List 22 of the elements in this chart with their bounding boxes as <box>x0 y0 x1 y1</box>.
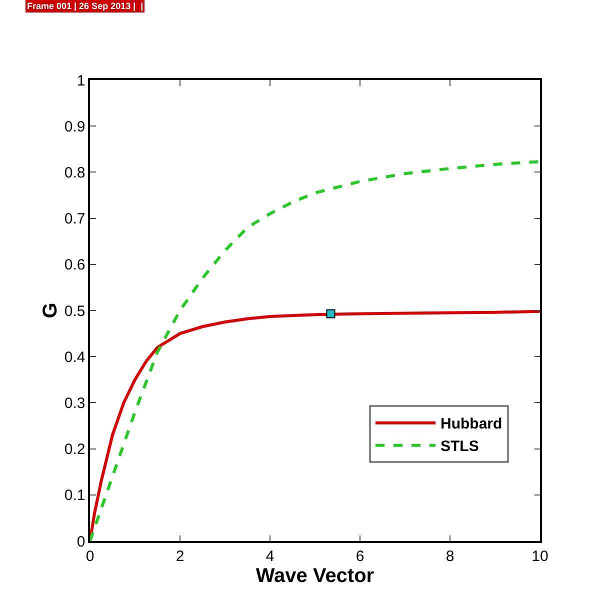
y-tick-label: 0.8 <box>64 164 86 182</box>
legend-label: Hubbard <box>440 416 502 433</box>
text: Frame 001 | 26 Sep 2013 | | <box>27 1 144 11</box>
legend-label: STLS <box>440 438 479 456</box>
y-tick-label: 1 <box>76 72 86 90</box>
y-tick-label: 0.9 <box>64 118 86 136</box>
x-tick-label: 10 <box>532 548 548 565</box>
y-tick-label: 0.1 <box>64 487 86 504</box>
y-tick-label: 0.5 <box>64 302 86 320</box>
x-tick-label: 4 <box>266 548 274 565</box>
x-tick-label: 6 <box>356 548 364 565</box>
line-series <box>90 160 540 541</box>
x-tick-label: 2 <box>176 548 184 565</box>
y-tick-label: 0.4 <box>64 348 86 366</box>
x-axis-title: Wave Vector <box>256 564 374 587</box>
y-axis-title: G <box>39 302 62 318</box>
y-tick-label: 0 <box>76 533 86 550</box>
x-tick-label: 8 <box>446 548 454 565</box>
y-tick-label: 0.7 <box>64 210 86 228</box>
y-tick-label: 0.3 <box>64 394 86 412</box>
y-tick-label: 0.2 <box>64 441 86 458</box>
y-tick-label: 0.6 <box>64 256 86 274</box>
